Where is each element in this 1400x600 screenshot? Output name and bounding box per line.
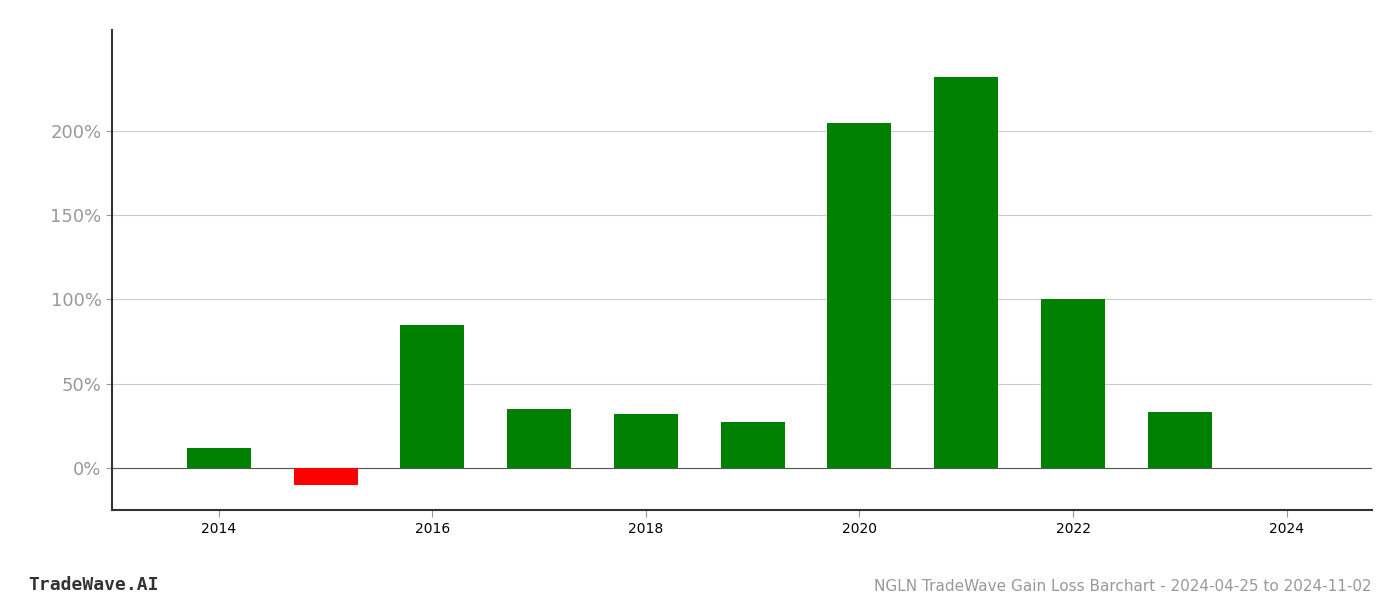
Bar (721, 422, 785, 468)
Bar (1148, 412, 1212, 468)
Bar (400, 325, 465, 468)
Text: TradeWave.AI: TradeWave.AI (28, 576, 158, 594)
Bar (1042, 299, 1105, 468)
Bar (186, 448, 251, 468)
Bar (827, 122, 892, 468)
Bar (507, 409, 571, 468)
Bar (934, 77, 998, 468)
Bar (294, 468, 357, 485)
Text: NGLN TradeWave Gain Loss Barchart - 2024-04-25 to 2024-11-02: NGLN TradeWave Gain Loss Barchart - 2024… (875, 579, 1372, 594)
Bar (613, 414, 678, 468)
